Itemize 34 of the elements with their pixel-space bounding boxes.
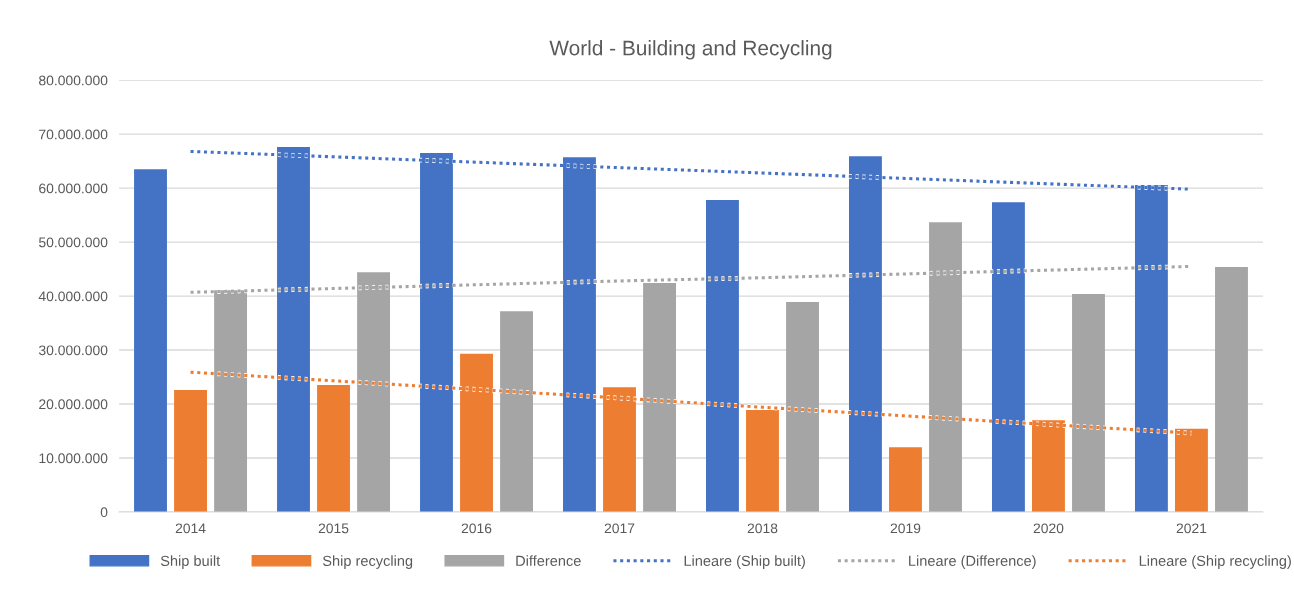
y-tick-label: 80.000.000: [39, 75, 108, 86]
legend-label: Lineare (Ship recycling): [1139, 555, 1291, 569]
y-tick-label: 0: [100, 507, 108, 518]
bar: [991, 202, 1025, 512]
x-tick-label: 2018: [747, 523, 778, 534]
bar: [317, 385, 350, 512]
y-tick-label: 30.000.000: [38, 345, 108, 356]
bar: [500, 311, 533, 512]
x-tick-label: 2015: [318, 523, 349, 534]
y-tick-label: 40.000.000: [38, 291, 108, 302]
legend-label: Lineare (Ship built): [684, 555, 805, 569]
legend-label: Ship built: [160, 555, 221, 569]
bar: [706, 200, 739, 512]
x-tick-label: 2017: [604, 523, 635, 534]
bar: [1215, 266, 1248, 512]
bar: [786, 302, 819, 512]
y-tick-label: 60.000.000: [39, 183, 108, 194]
legend-label: Ship recycling: [322, 555, 413, 569]
y-tick-label: 50.000.000: [38, 237, 108, 248]
bar: [134, 169, 167, 512]
y-tick-label: 20.000.000: [39, 399, 108, 410]
y-tick-label: 70.000.000: [39, 129, 108, 140]
chart-title: World - Building and Recycling: [549, 40, 832, 60]
y-tick-label: 10.000.000: [39, 453, 108, 464]
x-tick-label: 2019: [890, 523, 921, 534]
legend-label: Difference: [516, 555, 581, 567]
bar: [1072, 293, 1105, 512]
x-tick-label: 2020: [1033, 523, 1064, 534]
x-tick-label: 2021: [1176, 523, 1207, 534]
bar: [889, 447, 922, 512]
legend-label: Lineare (Difference): [909, 555, 1036, 569]
x-tick-label: 2014: [175, 523, 206, 534]
bar: [174, 389, 207, 512]
x-tick-label: 2016: [461, 523, 492, 534]
